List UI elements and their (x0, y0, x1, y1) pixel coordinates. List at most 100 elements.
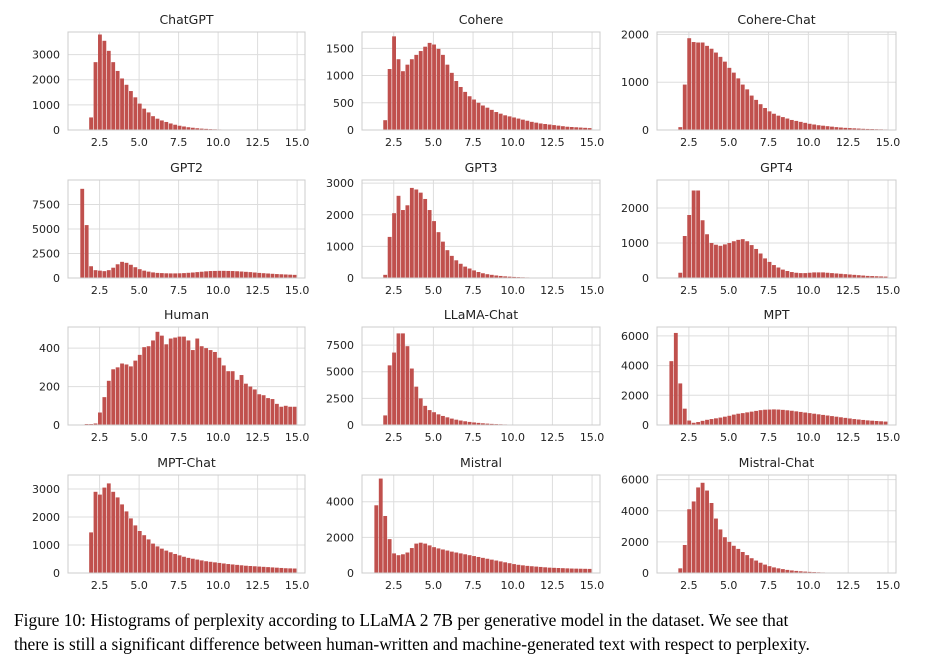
histogram-bar (120, 504, 124, 573)
histogram-bar (266, 273, 270, 278)
histogram-bar (208, 350, 213, 425)
histogram-bar (283, 274, 288, 278)
histogram-bar (740, 84, 745, 130)
histogram-bar (812, 124, 817, 130)
histogram-bar (516, 564, 521, 573)
histogram-bar (489, 274, 494, 278)
histogram-bar (763, 564, 767, 573)
histogram-bar (213, 562, 217, 573)
histogram-bar (261, 273, 266, 278)
histogram-bar (856, 275, 861, 278)
histogram-bar (587, 568, 592, 573)
histogram-bar (401, 71, 405, 130)
histogram-bar (879, 421, 883, 425)
histogram-bar (794, 570, 799, 573)
histogram-bar (696, 422, 701, 425)
x-tick-label: 15.0 (580, 136, 605, 149)
histogram-bar (714, 244, 718, 278)
histogram-bar (727, 243, 732, 278)
histogram-bar (754, 248, 759, 278)
histogram-bar (705, 490, 709, 573)
histogram-bar (830, 416, 834, 425)
histogram-bar (498, 113, 503, 130)
histogram-bar (151, 272, 155, 278)
histogram-bar (221, 365, 226, 425)
histogram-bar (159, 548, 164, 573)
histogram-bar (834, 127, 839, 130)
histogram-bar (780, 269, 785, 278)
histogram-bar (159, 273, 164, 278)
histogram-bar (776, 267, 781, 278)
histogram-bar (288, 406, 293, 425)
x-tick-label: 5.0 (425, 579, 443, 592)
histogram-bar (208, 561, 213, 573)
histogram-bar (785, 569, 790, 573)
histogram-bar (261, 395, 266, 425)
histogram-bar (714, 52, 718, 130)
histogram-bar (812, 413, 817, 425)
histogram-bar (463, 91, 468, 130)
y-tick-label: 5000 (326, 366, 354, 379)
histogram-bar (102, 271, 107, 278)
histogram-bar (529, 121, 534, 130)
histogram-bar (93, 270, 98, 278)
histogram-bar (736, 413, 741, 425)
histogram-bar (865, 420, 870, 425)
histogram-bar (418, 542, 423, 573)
subplot-title: GPT2 (170, 160, 203, 175)
histogram-bar (164, 273, 169, 278)
histogram-bar (520, 119, 525, 130)
y-tick-label: 0 (347, 567, 354, 580)
histogram-bar (816, 414, 821, 425)
y-tick-label: 2000 (621, 389, 649, 402)
histogram-bar (432, 221, 436, 278)
histogram-bar (458, 86, 463, 130)
y-tick-label: 2500 (32, 248, 60, 261)
histogram-bar (472, 99, 476, 130)
y-tick-label: 1500 (326, 42, 354, 55)
histogram-bar (387, 236, 392, 278)
subplot-title: MPT-Chat (157, 455, 216, 470)
x-tick-label: 2.5 (91, 136, 109, 149)
x-tick-label: 7.5 (464, 579, 482, 592)
x-tick-label: 2.5 (91, 284, 109, 297)
x-tick-label: 12.5 (540, 284, 565, 297)
histogram-bar (217, 562, 222, 573)
x-tick-label: 7.5 (170, 136, 188, 149)
y-tick-label: 3000 (326, 177, 354, 190)
histogram-bar (682, 84, 687, 130)
histogram-bar (137, 103, 142, 130)
histogram-bar (789, 119, 794, 130)
histogram-bar (186, 127, 191, 130)
histogram-bar (257, 272, 262, 278)
y-tick-label: 4000 (326, 496, 354, 509)
histogram-bar (467, 421, 472, 425)
subplot-title: LLaMA-Chat (444, 307, 518, 322)
histogram-bar (124, 84, 129, 130)
histogram-bar (142, 270, 147, 278)
histogram-bar (248, 272, 253, 278)
x-tick-label: 15.0 (876, 136, 901, 149)
histogram-bar (798, 121, 803, 130)
histogram-bar (449, 255, 454, 278)
histogram-bar (111, 62, 116, 130)
histogram-bar (520, 565, 525, 573)
histogram-bar (427, 545, 432, 573)
x-tick-label: 5.0 (130, 579, 148, 592)
histogram-bar (718, 56, 723, 130)
x-tick-label: 2.5 (385, 579, 403, 592)
x-tick-label: 7.5 (760, 579, 778, 592)
histogram-bar (705, 419, 709, 425)
histogram-bar (173, 273, 178, 278)
histogram-bar (578, 127, 583, 130)
histogram-bar (270, 567, 275, 573)
histogram-bar (128, 91, 133, 130)
histogram-bar (396, 195, 401, 278)
histogram-bar (687, 420, 692, 425)
histogram-bar (525, 565, 530, 573)
histogram-bar (89, 532, 93, 573)
x-tick-label: 10.0 (796, 431, 821, 444)
histogram-bar (687, 215, 692, 278)
histogram-bar (709, 48, 714, 131)
histogram-bar (383, 415, 388, 425)
